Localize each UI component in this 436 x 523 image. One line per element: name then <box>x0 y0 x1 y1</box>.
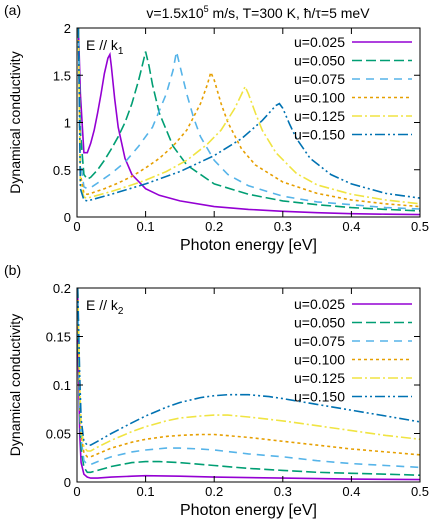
series-line-u=0.025 <box>77 28 420 216</box>
x-tick-label: 0 <box>73 219 80 234</box>
annotation-text: E // k <box>86 37 119 53</box>
legend-label: u=0.050 <box>294 53 345 69</box>
series-line-u=0.075 <box>77 288 420 469</box>
y-tick-label: 0 <box>64 475 71 490</box>
y-tick-label: 0.2 <box>53 281 71 296</box>
plot-frame <box>76 287 421 483</box>
x-axis-label: Photon energy [eV] <box>180 237 317 254</box>
legend-label: u=0.075 <box>294 333 345 349</box>
legend-label: u=0.100 <box>294 352 345 368</box>
x-tick-label: 0.3 <box>274 219 292 234</box>
legend-label: u=0.025 <box>294 296 345 312</box>
x-tick-label: 0.1 <box>137 219 155 234</box>
legend-label: u=0.075 <box>294 71 345 87</box>
y-tick-label: 0.15 <box>46 330 71 345</box>
x-axis-label: Photon energy [eV] <box>180 502 317 519</box>
annotation-text: E // k <box>86 297 119 313</box>
y-tick-label: 0.5 <box>53 163 71 178</box>
panel-a: (a) 0 0.1 0.2 0.3 0.4 0.5 0 0.5 1 1.5 2 Photon energ… <box>4 2 429 254</box>
series-line-u=0.150 <box>77 288 420 446</box>
x-tick-label: 0.2 <box>205 484 223 499</box>
y-axis-label: Dynamical conductivity <box>7 51 23 193</box>
annotation-subscript: 1 <box>118 46 124 57</box>
x-tick-label: 0.2 <box>205 219 223 234</box>
series-line-u=0.050 <box>77 28 420 212</box>
y-tick-label: 0.05 <box>46 427 71 442</box>
y-tick-label: 1.5 <box>53 68 71 83</box>
series-line-u=0.050 <box>77 288 420 476</box>
legend-label: u=0.150 <box>294 127 345 143</box>
x-tick-label: 0 <box>73 484 80 499</box>
series-line-u=0.125 <box>77 28 420 205</box>
polarization-annotation: E // k2 <box>86 297 124 317</box>
legend-label: u=0.125 <box>294 370 345 386</box>
series-line-u=0.100 <box>77 28 420 208</box>
series-line-u=0.125 <box>77 288 420 452</box>
x-tick-label: 0.5 <box>411 219 429 234</box>
series-line-u=0.075 <box>77 28 420 210</box>
x-tick-label: 0.4 <box>342 219 360 234</box>
panel-label: (a) <box>4 2 21 18</box>
y-tick-label: 0 <box>64 210 71 225</box>
x-tick-label: 0.5 <box>411 484 429 499</box>
legend-label: u=0.025 <box>294 34 345 50</box>
y-axis-label: Dynamical conductivity <box>7 314 23 456</box>
x-tick-label: 0.4 <box>342 484 360 499</box>
y-tick-label: 1 <box>64 116 71 131</box>
x-tick-label: 0.1 <box>137 484 155 499</box>
legend-label: u=0.100 <box>294 90 345 106</box>
panel-label: (b) <box>4 262 21 278</box>
figure-header: v=1.5x105 m/s, T=300 K, ħ/τ=5 meV <box>146 4 370 21</box>
panel-b: (b) 0 0.1 0.2 0.3 0.4 0.5 0 0.05 0.1 0.15 0.2 Photon… <box>4 262 429 519</box>
series-line-u=0.150 <box>77 28 420 202</box>
y-tick-label: 0.1 <box>53 378 71 393</box>
series-line-u=0.025 <box>77 288 420 481</box>
legend-label: u=0.050 <box>294 315 345 331</box>
legend-label: u=0.150 <box>294 389 345 405</box>
y-tick-label: 2 <box>64 21 71 36</box>
legend-label: u=0.125 <box>294 108 345 124</box>
polarization-annotation: E // k1 <box>86 37 124 57</box>
x-tick-label: 0.3 <box>274 484 292 499</box>
series-line-u=0.100 <box>77 288 420 458</box>
annotation-subscript: 2 <box>118 306 124 317</box>
